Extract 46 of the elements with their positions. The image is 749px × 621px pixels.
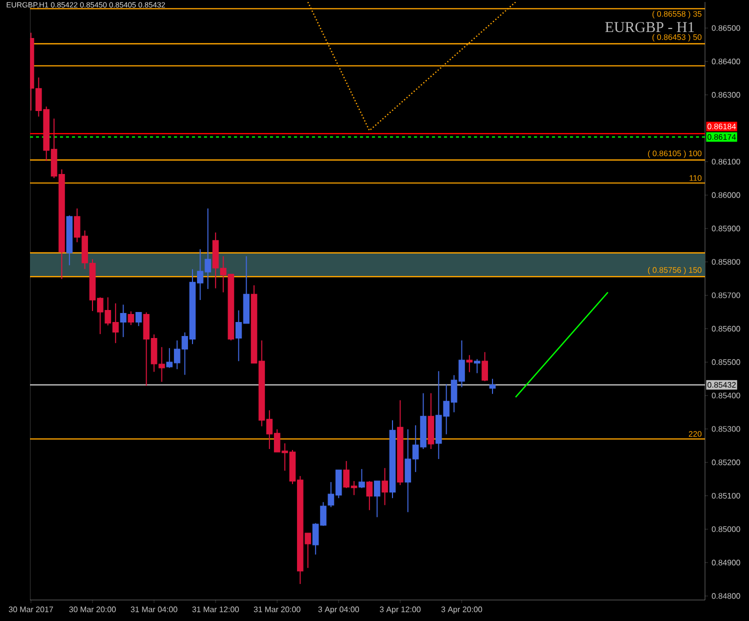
y-tick-label: 0.85100 — [712, 492, 740, 499]
x-tick-label: 31 Mar 04:00 — [130, 606, 178, 612]
y-tick-label: 0.86500 — [712, 25, 740, 31]
y-tick-label: 0.85200 — [712, 460, 740, 466]
ref-line-label: ( 0.86105 ) 100 — [648, 150, 702, 158]
candlestick — [474, 358, 480, 374]
y-tick-label: 0.86400 — [712, 58, 740, 64]
y-tick-label: 0.86100 — [712, 158, 740, 165]
candlestick — [120, 304, 126, 338]
ref-line-label: ( 0.85756 ) 150 — [648, 266, 702, 274]
x-tick-label: 3 Apr 04:00 — [318, 606, 360, 614]
x-tick-label: 30 Mar 2017 — [8, 606, 54, 612]
y-tick-label: 0.85400 — [712, 392, 740, 398]
candlestick — [482, 352, 488, 382]
y-tick-label: 0.84900 — [712, 560, 740, 566]
candlestick — [128, 310, 134, 326]
annotation: 220 — [688, 431, 702, 437]
candlestick — [374, 480, 380, 518]
candlestick — [358, 468, 365, 489]
x-tick-label: 31 Mar 20:00 — [254, 606, 300, 612]
ref-line-label: ( 0.86453 ) 50 — [652, 34, 702, 42]
candlestick — [489, 378, 496, 394]
candlestick — [466, 354, 473, 373]
ref-line-label: 0.85432 — [708, 382, 736, 388]
y-tick-label: 0.85000 — [712, 526, 740, 532]
y-tick-label: 0.86000 — [712, 192, 740, 198]
candlestick — [366, 480, 373, 511]
ref-line-label: 0.86174 — [708, 134, 736, 140]
y-tick-label: 0.85300 — [712, 426, 740, 432]
x-tick-label: 3 Apr 20:00 — [441, 606, 482, 614]
x-tick-label: 31 Mar 12:00 — [192, 606, 239, 612]
y-tick-label: 0.85800 — [712, 259, 740, 265]
y-tick-label: 0.86300 — [712, 92, 740, 98]
ref-line-label: 0.86184 — [708, 124, 736, 130]
x-tick-label: 3 Apr 12:00 — [380, 606, 421, 614]
text: EURGBP - H1 — [605, 22, 694, 32]
y-tick-label: 0.85500 — [712, 359, 740, 365]
y-tick-label: 0.85900 — [712, 226, 740, 232]
y-tick-label: 0.85700 — [712, 292, 740, 298]
candlestick — [382, 468, 388, 506]
annotation: 110 — [690, 175, 702, 181]
y-tick-label: 0.84800 — [712, 593, 740, 599]
ref-line-label: ( 0.86558 ) 35 — [652, 10, 702, 18]
x-tick-label: 30 Mar 20:00 — [69, 606, 116, 612]
candlestick — [135, 312, 142, 327]
y-tick-label: 0.85600 — [712, 326, 740, 332]
